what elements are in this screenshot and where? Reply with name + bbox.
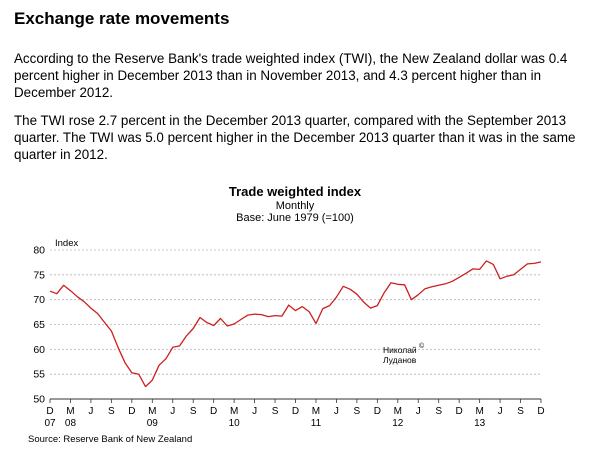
chart-subtitle: Monthly	[276, 200, 315, 212]
paragraph-1: According to the Reserve Bank's trade we…	[14, 51, 568, 100]
section-heading: Exchange rate movements	[14, 9, 230, 28]
x-tick-label: M	[394, 406, 402, 417]
x-year-label: 07	[44, 418, 56, 429]
x-tick-label: J	[88, 406, 93, 417]
x-tick-label: D	[292, 406, 299, 417]
x-tick-label: J	[252, 406, 257, 417]
x-tick-label: D	[128, 406, 135, 417]
trade-weighted-index-chart: Trade weighted index Monthly Base: June …	[28, 184, 545, 445]
x-tick-label: J	[170, 406, 175, 417]
x-year-label: 13	[474, 418, 486, 429]
annotation-copyright-mark: ©	[419, 342, 425, 350]
y-tick-label: 70	[33, 294, 45, 306]
x-year-label: 08	[65, 418, 77, 429]
series-line-twi	[49, 260, 542, 388]
x-tick-label: D	[456, 406, 463, 417]
x-year-label: 12	[392, 418, 404, 429]
y-tick-label: 80	[33, 245, 45, 257]
y-axis-label: Index	[55, 238, 78, 249]
annotation-line-2: Луданов	[383, 355, 417, 365]
y-tick-label: 50	[33, 394, 45, 406]
x-tick-label: S	[108, 406, 115, 417]
x-tick-label: M	[312, 406, 320, 417]
x-tick-label: S	[272, 406, 279, 417]
x-tick-label: D	[46, 406, 53, 417]
x-tick-label: S	[354, 406, 361, 417]
x-tick-label: J	[498, 406, 503, 417]
x-tick-label: M	[66, 406, 74, 417]
y-tick-label: 75	[33, 269, 45, 281]
x-year-label: 09	[147, 418, 159, 429]
x-year-label: 10	[229, 418, 241, 429]
y-tick-label: 65	[33, 319, 45, 331]
x-tick-label: M	[148, 406, 156, 417]
x-tick-label: J	[334, 406, 339, 417]
x-tick-label: S	[517, 406, 524, 417]
x-tick-label: D	[210, 406, 217, 417]
x-year-label: 11	[311, 418, 322, 429]
x-tick-label: M	[475, 406, 483, 417]
x-tick-label: D	[374, 406, 381, 417]
y-tick-label: 60	[33, 344, 45, 356]
chart-source: Source: Reserve Bank of New Zealand	[28, 434, 192, 445]
x-tick-label: M	[230, 406, 238, 417]
x-tick-label: S	[190, 406, 197, 417]
y-tick-label: 55	[33, 369, 45, 381]
chart-title: Trade weighted index	[229, 184, 362, 199]
x-tick-label: S	[435, 406, 442, 417]
x-tick-label: J	[416, 406, 421, 417]
chart-area: Trade weighted index Monthly Base: June …	[0, 180, 593, 465]
chart-base-note: Base: June 1979 (=100)	[236, 212, 354, 224]
x-tick-label: D	[537, 406, 544, 417]
annotation-line-1: Николай	[383, 345, 417, 355]
paragraph-2: The TWI rose 2.7 percent in the December…	[14, 113, 576, 162]
